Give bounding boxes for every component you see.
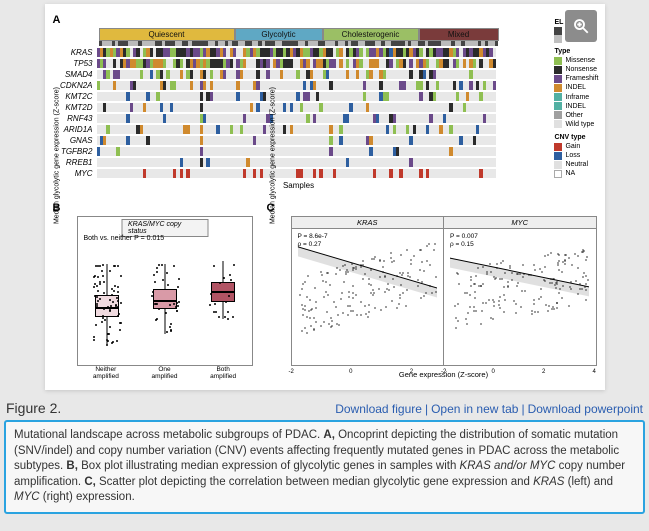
figure-links: Download figure|Open in new tab|Download…	[335, 402, 643, 416]
figure-card: A QuiescentGlycolyticCholesterogenicMixe…	[45, 4, 605, 390]
panel-b-ylabel: Median glycolytic gene expression (Z-sco…	[53, 87, 60, 224]
caption-box: Mutational landscape across metabolic su…	[4, 420, 645, 514]
caption-b-marker: B,	[66, 460, 78, 472]
panel-a-legend: ELTypeMissenseNonsenseFrameshiftINDELInf…	[554, 14, 598, 178]
boxplot-xcats: NeitheramplifiedOneamplifiedBothamplifie…	[77, 366, 253, 380]
oncoprint-rows: KRASTP53SMAD4CDKN2AKMT2CKMT2DRNF43ARID1A…	[53, 47, 597, 179]
boxplot-pval: Both vs. neither P = 0.015	[84, 235, 165, 242]
download-figure-link[interactable]: Download figure	[335, 402, 422, 416]
caption-a-marker: A,	[323, 429, 335, 441]
panel-a-label: A	[53, 14, 61, 26]
caption-c-tail: (right) expression.	[40, 491, 135, 503]
download-ppt-link[interactable]: Download powerpoint	[528, 402, 643, 416]
caption-b-text: Box plot illustrating median expression …	[81, 460, 459, 472]
boxplot-boxes	[78, 251, 252, 355]
caption-lead: Mutational landscape across metabolic su…	[14, 429, 323, 441]
figure-number: Figure 2.	[6, 400, 61, 416]
caption-row: Figure 2. Download figure|Open in new ta…	[6, 400, 643, 416]
panel-a: A QuiescentGlycolyticCholesterogenicMixe…	[53, 10, 597, 190]
caption-c-marker: C,	[84, 476, 96, 488]
caption-c-gene1: KRAS	[533, 476, 564, 488]
panel-b: B Median glycolytic gene expression (Z-s…	[53, 198, 253, 380]
panel-c: C Median glycolytic gene expression (Z-s…	[267, 198, 597, 380]
top-frequency-bar	[99, 41, 499, 46]
boxplot-area: KRAS/MYC copy status Both vs. neither P …	[77, 216, 253, 366]
panel-c-ylabel: Median glycolytic gene expression (Z-sco…	[269, 87, 276, 224]
scatter-facets: KRASP = 8.6e-7ρ = 0.27-202MYCP = 0.007ρ …	[291, 216, 597, 366]
open-new-tab-link[interactable]: Open in new tab	[431, 402, 518, 416]
panels-bc-row: B Median glycolytic gene expression (Z-s…	[53, 198, 597, 380]
subgroup-header: QuiescentGlycolyticCholesterogenicMixed	[99, 28, 499, 41]
caption-c-mid: (left) and	[564, 476, 613, 488]
caption-c-text: Scatter plot depicting the correlation b…	[99, 476, 533, 488]
panel-a-xlabel: Samples	[99, 181, 499, 190]
caption-b-genes: KRAS and/or MYC	[460, 460, 556, 472]
caption-c-gene2: MYC	[14, 491, 40, 503]
